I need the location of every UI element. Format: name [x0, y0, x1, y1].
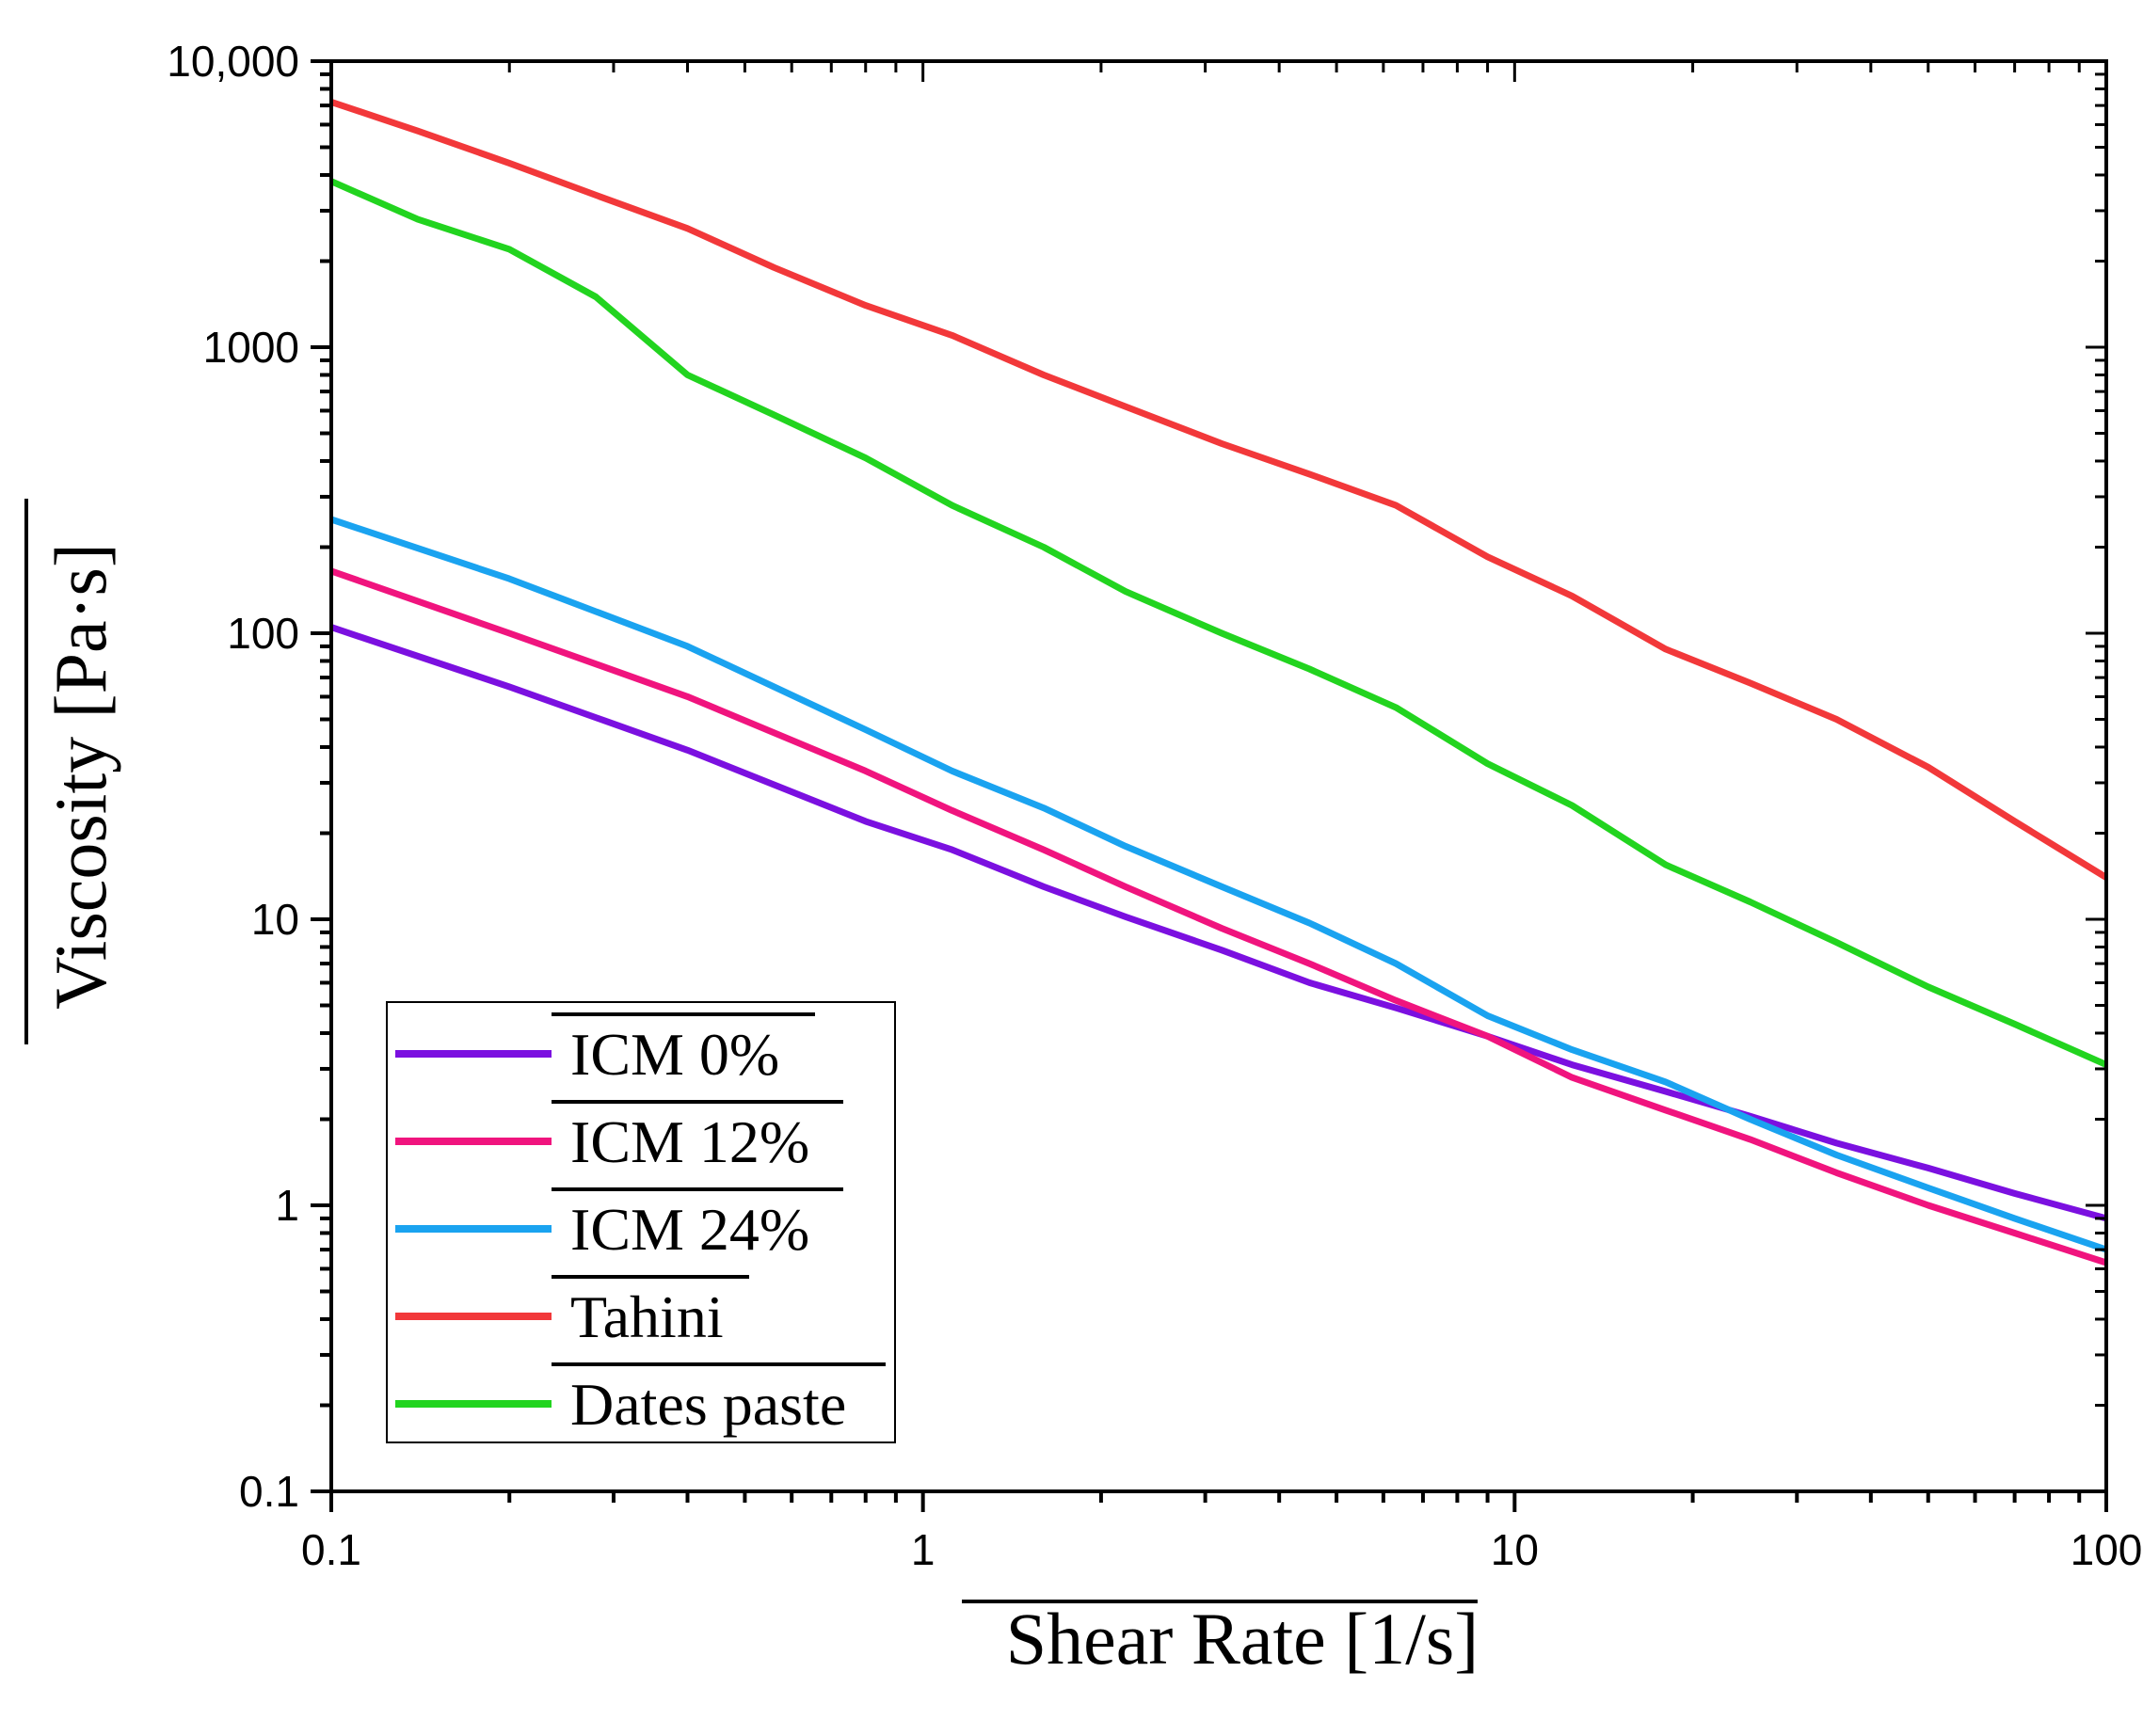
legend-item: ICM 12%: [395, 1100, 843, 1175]
y-tick-label: 10: [251, 895, 299, 944]
x-tick-label: 100: [2071, 1525, 2143, 1574]
series-lines: [329, 99, 2108, 1266]
legend-item: Dates paste: [395, 1362, 886, 1438]
legend-item: ICM 0%: [395, 1012, 815, 1088]
x-tick-label: 0.1: [301, 1525, 361, 1574]
legend-item: ICM 24%: [395, 1187, 843, 1263]
legend-label: ICM 0%: [570, 1021, 779, 1088]
series-line-dates-paste: [329, 178, 2108, 1068]
series-line-icm-0: [329, 624, 2107, 1222]
x-axis-title: Shear Rate [1/s]: [1006, 1598, 1479, 1680]
x-tick-label: 10: [1491, 1525, 1539, 1574]
y-tick-label: 100: [227, 609, 299, 658]
y-tick-label: 1: [275, 1181, 299, 1230]
legend: ICM 0% ICM 12% ICM 24% Tahini Dates paste: [386, 1001, 896, 1443]
x-tick-label: 1: [911, 1525, 936, 1574]
legend-label: ICM 24%: [570, 1196, 809, 1263]
legend-item: Tahini: [395, 1275, 749, 1350]
plot-frame: [329, 59, 2108, 1493]
y-axis-title: Viscosity [Pa·s]: [40, 543, 121, 1010]
series-line-icm-12: [329, 567, 2108, 1266]
y-tick-label: 0.1: [239, 1467, 299, 1516]
series-line-icm-24: [329, 516, 2108, 1253]
y-tick-label: 1000: [203, 323, 299, 372]
axis-ticks: [311, 59, 2108, 1512]
y-tick-label: 10,000: [167, 37, 299, 86]
legend-label: Tahini: [570, 1283, 724, 1350]
legend-box: [386, 1001, 896, 1443]
axis-tick-labels: 0.1 1 10 100 0.1 1 10 100 1000 10,000: [167, 37, 2142, 1574]
legend-label: Dates paste: [570, 1371, 846, 1438]
series-line-tahini: [329, 99, 2108, 881]
legend-label: ICM 12%: [570, 1108, 809, 1175]
